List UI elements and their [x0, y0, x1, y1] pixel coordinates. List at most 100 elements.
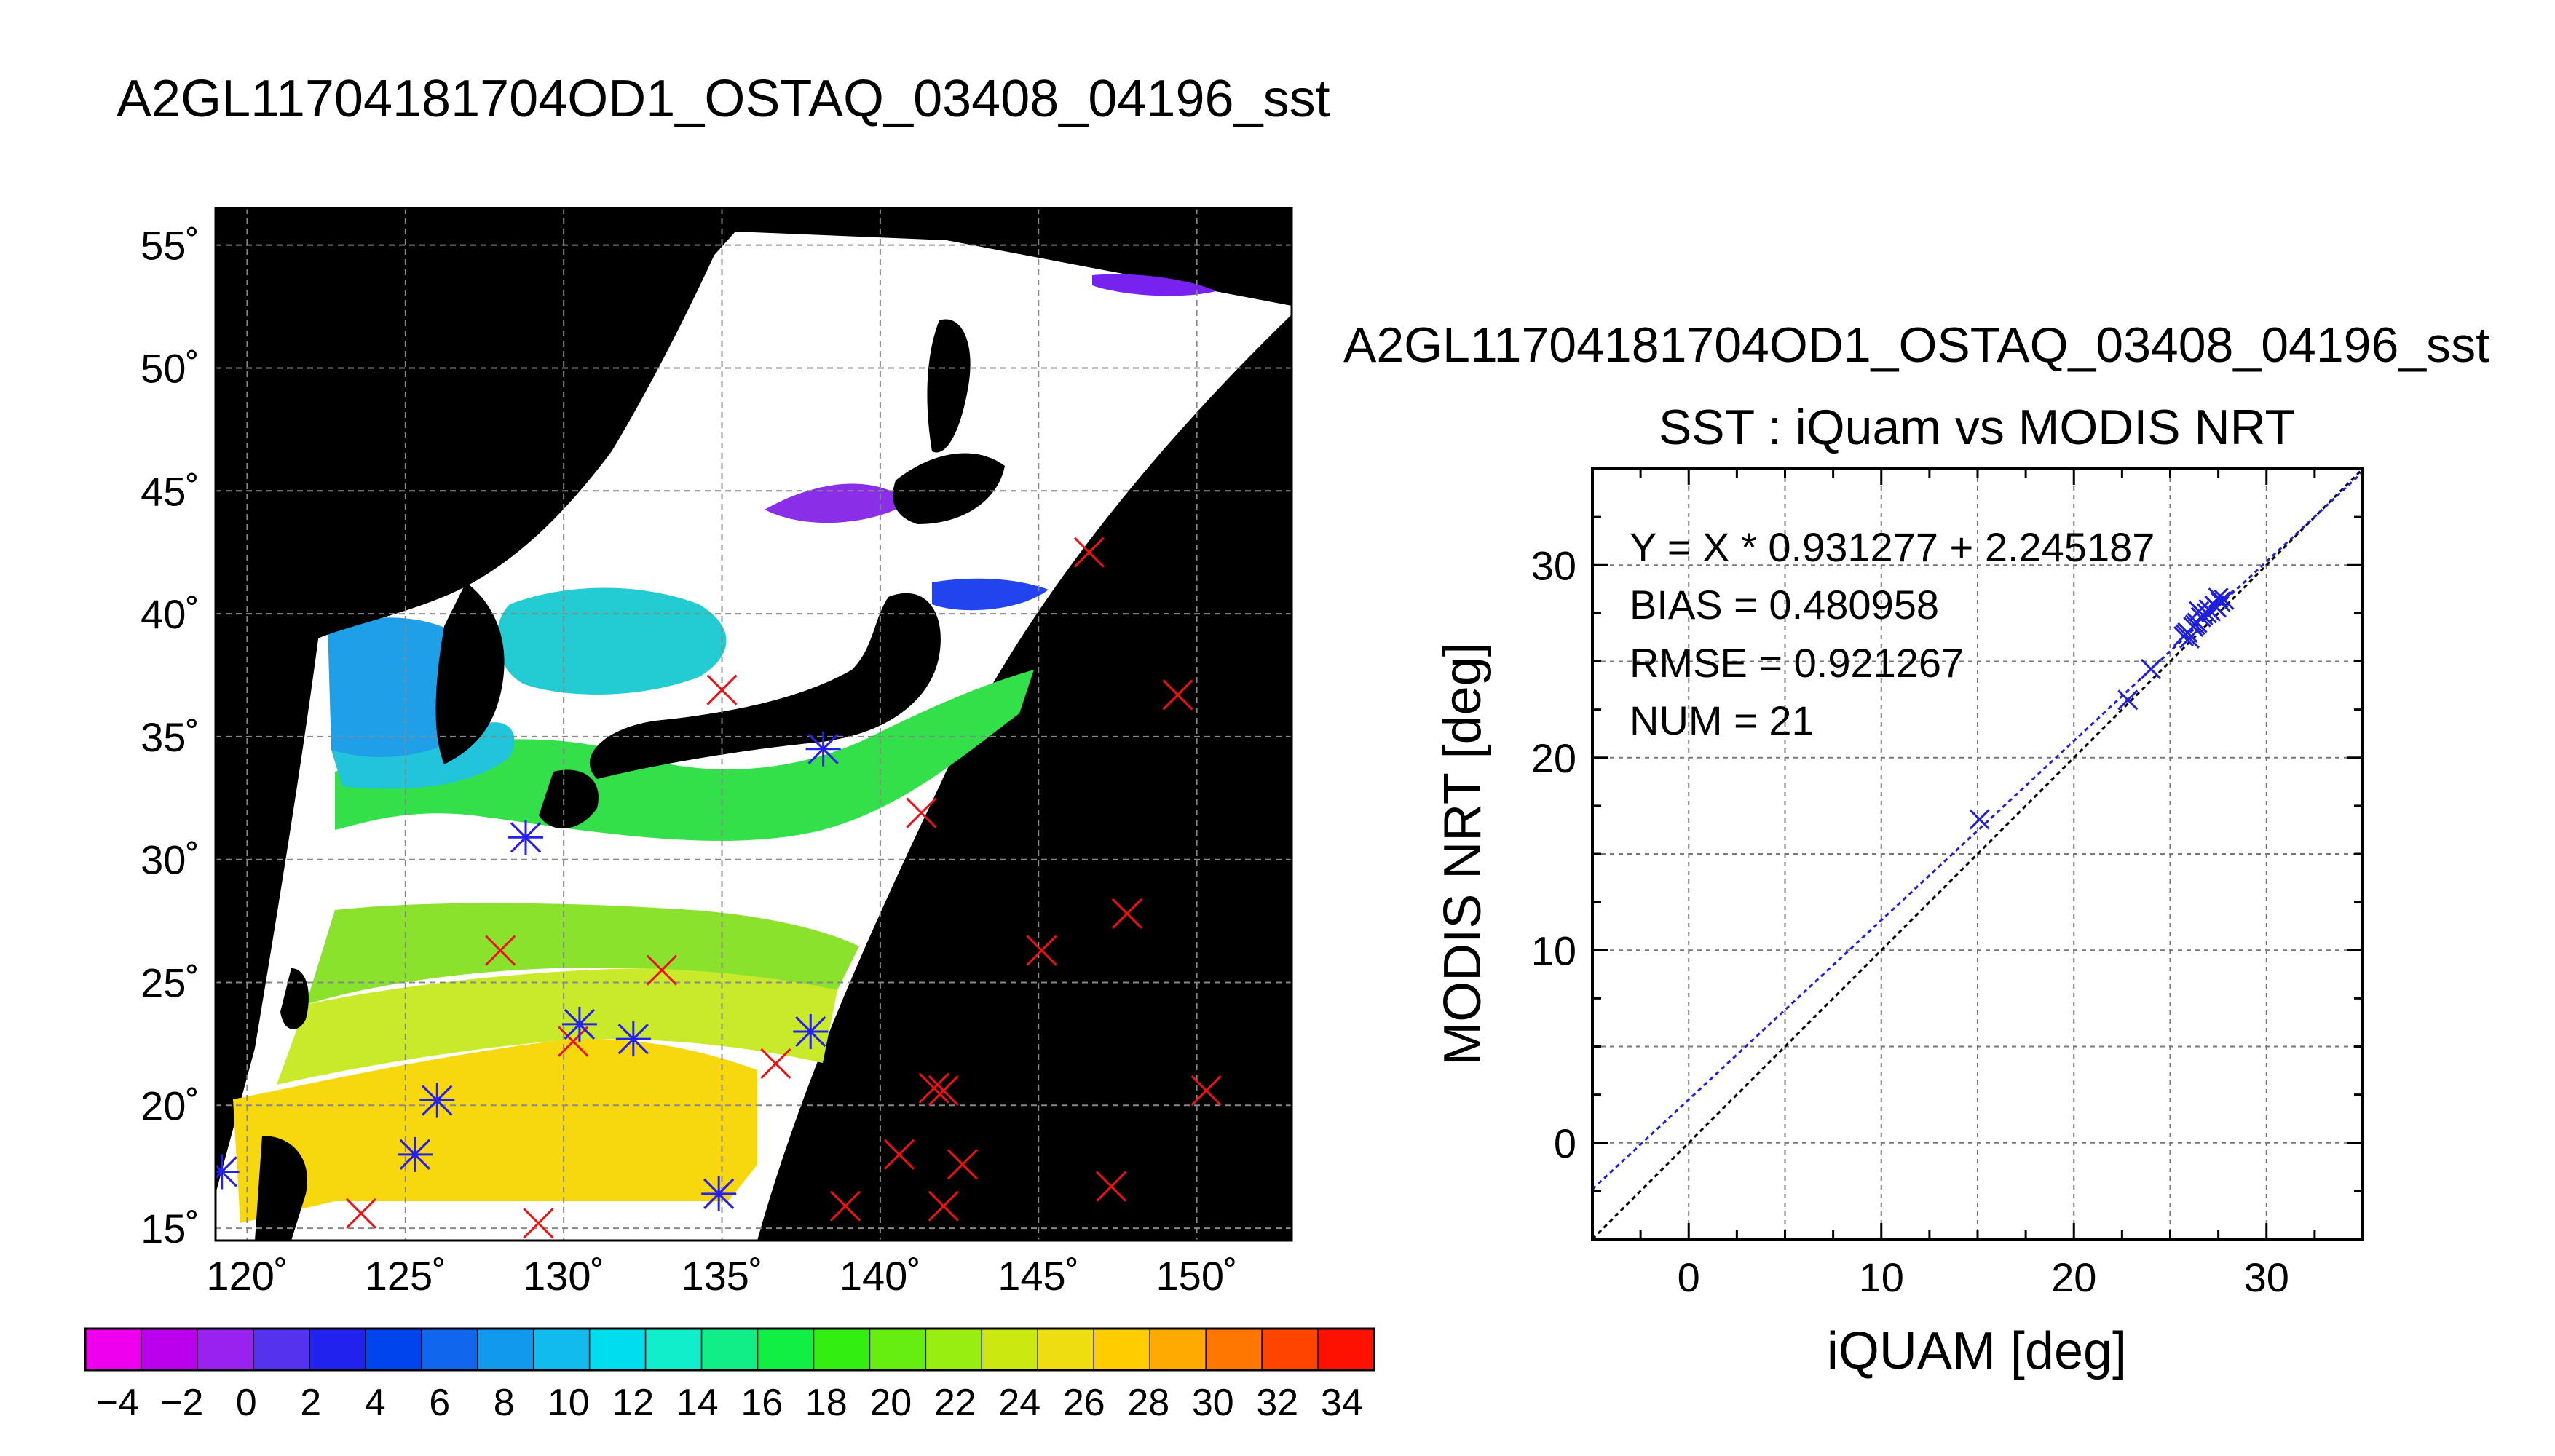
colorbar-tick-label: 26 [1063, 1382, 1105, 1424]
scatter-point [2184, 614, 2205, 636]
unmatched-station-marker [928, 1190, 959, 1222]
scatter-x-tick-label: 20 [2051, 1254, 2096, 1300]
scatter-points [1969, 587, 2235, 830]
colorbar-cell [925, 1329, 982, 1370]
unmatched-station-marker [706, 674, 738, 705]
colorbar-cell [85, 1329, 142, 1370]
matched-station-marker-star [561, 1006, 597, 1042]
colorbar-tick-labels: −4 −2 0 2 4 6 8 10 12 14 16 18 20 22 24 26 28 30 32 34 [96, 1382, 1363, 1424]
colorbar-tick-label: 8 [494, 1382, 515, 1424]
scatter-point [1969, 809, 1990, 830]
scatter-y-tick-label: 30 [1531, 542, 1576, 588]
colorbar-cell [1150, 1329, 1207, 1370]
colorbar-cell [1094, 1329, 1150, 1370]
matched-station-marker-star [216, 1154, 240, 1190]
land-hokkaido [893, 453, 1005, 524]
map-lat-tick-label: 20˚ [141, 1083, 200, 1128]
sst-region-blue-sanriku [932, 578, 1049, 611]
map-lon-tick-label: 150˚ [1156, 1253, 1238, 1299]
colorbar-cell [421, 1329, 478, 1370]
sst-region-cyan-sea-of-japan [497, 587, 727, 695]
land-asia-mainland [216, 208, 735, 830]
colorbar-cell [309, 1329, 366, 1370]
colorbar-tick-label: 18 [805, 1382, 848, 1424]
annotation-fit-equation: Y = X * 0.931277 + 2.245187 [1630, 524, 2155, 570]
identity-line [1592, 469, 2363, 1239]
map-lon-tick-label: 145˚ [998, 1253, 1079, 1299]
sst-region-yellowgreen [277, 968, 837, 1085]
colorbar-tick-label: 20 [869, 1382, 912, 1424]
colorbar-tick-label: 12 [612, 1382, 654, 1424]
colorbar-tick-label: −2 [160, 1382, 203, 1424]
scatter-ticks: 0 10 20 30 0 10 20 30 [1531, 467, 2364, 1300]
unmatched-station-marker [760, 1048, 791, 1079]
colorbar-tick-label: 22 [934, 1382, 976, 1424]
map-lat-tick-label: 25˚ [141, 960, 200, 1006]
map-frame [214, 207, 1293, 1242]
unmatched-station-marker [1073, 537, 1105, 568]
land-sakhalin [927, 319, 971, 453]
colorbar-tick-label: 32 [1256, 1382, 1298, 1424]
scatter-gridlines [1592, 469, 2363, 1239]
matched-station-marker-star [615, 1021, 651, 1057]
land-taiwan [280, 968, 309, 1029]
map-lat-tick-label: 45˚ [141, 468, 200, 514]
map-station-markers [216, 537, 1222, 1239]
map-lat-tick-label: 55˚ [141, 223, 200, 269]
land-kyushu [539, 769, 599, 829]
colorbar-cell [365, 1329, 422, 1370]
scatter-point [2117, 689, 2139, 711]
colorbar-cell [197, 1329, 254, 1370]
matched-station-marker-star [419, 1083, 455, 1118]
unmatched-station-marker [1162, 679, 1193, 711]
scatter-panel: A2GL11704181704OD1_OSTAQ_03408_04196_sst… [1343, 317, 2489, 1380]
colorbar-cell [477, 1329, 534, 1370]
colorbar-tick-label: 0 [236, 1382, 257, 1424]
scatter-x-tick-label: 0 [1678, 1254, 1700, 1300]
colorbar-tick-label: 10 [548, 1382, 590, 1424]
scatter-y-tick-label: 10 [1531, 927, 1576, 973]
colorbar-cell [1206, 1329, 1263, 1370]
colorbar-tick-label: 30 [1192, 1382, 1234, 1424]
regression-fit-line [1592, 471, 2363, 1190]
unmatched-station-marker [1111, 898, 1143, 930]
sst-region-green-south [306, 903, 859, 1005]
scatter-y-label: MODIS NRT [deg] [1434, 642, 1492, 1066]
annotation-rmse: RMSE = 0.921267 [1630, 640, 1964, 686]
scatter-x-tick-label: 30 [2244, 1254, 2289, 1300]
map-lat-tick-label: 15˚ [141, 1206, 200, 1251]
map-lat-tick-label: 40˚ [141, 591, 200, 637]
scatter-point [2205, 597, 2227, 618]
scatter-x-tick-label: 10 [1859, 1254, 1904, 1300]
unmatched-station-marker [646, 954, 677, 986]
unmatched-station-marker [928, 1075, 959, 1107]
colorbar-tick-label: 14 [676, 1382, 719, 1424]
map-lon-tick-label: 120˚ [206, 1253, 288, 1299]
unmatched-station-marker [829, 1190, 861, 1222]
annotation-bias: BIAS = 0.480958 [1630, 582, 1939, 628]
colorbar-tick-label: 2 [300, 1382, 321, 1424]
colorbar-cell [589, 1329, 647, 1370]
matched-station-marker-star [805, 731, 841, 767]
unmatched-station-marker [883, 1139, 915, 1170]
map-lon-tick-label: 125˚ [365, 1253, 446, 1299]
colorbar-cell [757, 1329, 814, 1370]
colorbar-cells [85, 1329, 1375, 1370]
map-lon-tick-label: 140˚ [840, 1253, 921, 1299]
sst-region-green-kuroshio [335, 670, 1034, 841]
matched-station-marker-star [793, 1014, 829, 1050]
unmatched-station-marker [1190, 1075, 1222, 1107]
unmatched-station-marker [523, 1208, 554, 1239]
land-korea [435, 582, 505, 764]
sst-region-blue-yellow-sea [328, 617, 472, 765]
colorbar-frame [84, 1327, 1375, 1372]
colorbar-cell [1262, 1329, 1319, 1370]
sst-colorbar: −4 −2 0 2 4 6 8 10 12 14 16 18 20 22 24 26 28 30 32 34 [84, 1327, 1375, 1424]
unmatched-station-marker [1096, 1171, 1127, 1202]
unmatched-station-marker [918, 1072, 949, 1104]
colorbar-cell [982, 1329, 1038, 1370]
map-lat-tick-label: 30˚ [141, 837, 200, 883]
colorbar-cell [813, 1329, 870, 1370]
land-luzon [255, 1136, 307, 1241]
unmatched-station-marker [485, 935, 516, 966]
